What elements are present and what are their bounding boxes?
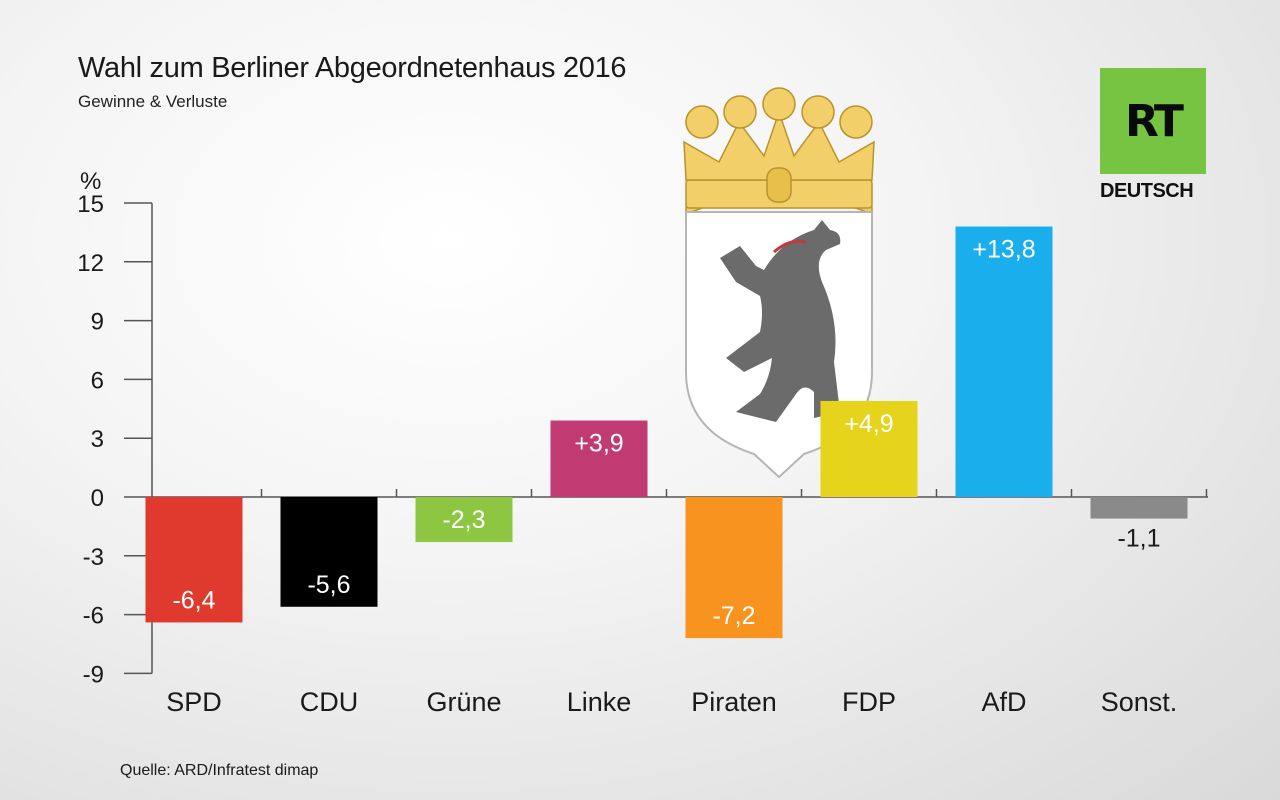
bar-sonst <box>1090 497 1188 519</box>
value-label: -1,1 <box>1117 525 1160 553</box>
y-tick-label: 9 <box>91 309 104 336</box>
value-label: -7,2 <box>712 602 755 630</box>
y-axis-unit: % <box>80 168 101 195</box>
category-label: Linke <box>567 687 632 717</box>
category-label: SPD <box>166 687 222 717</box>
bar-fdp <box>820 400 918 497</box>
bar-grne <box>415 497 513 543</box>
y-tick-label: -9 <box>83 661 104 688</box>
value-label: -6,4 <box>172 586 215 614</box>
y-tick-label: -3 <box>83 544 104 571</box>
category-label: FDP <box>842 687 896 717</box>
chart-labels: -6,4 SPD -5,6 CDU -2,3 Grüne +3,9 Linke -7,2 Pira… <box>166 236 1177 717</box>
value-label: -2,3 <box>442 506 485 534</box>
bear-icon <box>720 220 841 422</box>
category-label: Grüne <box>426 687 501 717</box>
value-label: -5,6 <box>307 571 350 599</box>
bar-spd <box>145 497 243 623</box>
category-label: Sonst. <box>1101 687 1178 717</box>
source-note: Quelle: ARD/Infratest dimap <box>120 762 319 779</box>
y-tick-label: 0 <box>91 485 104 512</box>
rt-logo-box: RT <box>1100 68 1206 174</box>
value-label: +3,9 <box>574 430 623 458</box>
rt-logo-subtitle: DEUTSCH <box>1100 180 1194 202</box>
chart-title: Wahl zum Berliner Abgeordnetenhaus 2016 <box>78 52 627 84</box>
y-tick-label: 6 <box>91 367 104 394</box>
y-tick-label: 12 <box>77 250 104 277</box>
category-label: Piraten <box>691 687 777 717</box>
y-tick-label: -6 <box>83 603 104 630</box>
category-label: AfD <box>981 687 1026 717</box>
category-label: CDU <box>300 687 359 717</box>
rt-logo: RT DEUTSCH <box>1100 68 1206 203</box>
rt-logo-text: RT <box>1125 95 1184 147</box>
y-tick-label: 3 <box>91 426 104 453</box>
bar-afd <box>955 226 1053 497</box>
chart-bars <box>145 226 1188 639</box>
bar-linke <box>550 420 648 497</box>
bar-piraten <box>685 497 783 639</box>
chart-subtitle: Gewinne & Verluste <box>78 92 228 111</box>
value-label: +13,8 <box>972 236 1035 264</box>
y-tick-label: 15 <box>77 191 104 218</box>
bar-cdu <box>280 497 378 607</box>
crown-icon <box>683 87 875 216</box>
value-label: +4,9 <box>844 410 893 438</box>
